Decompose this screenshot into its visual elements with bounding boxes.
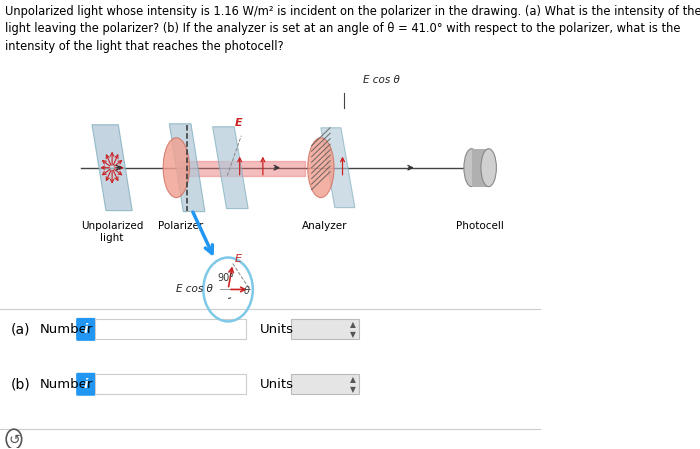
Polygon shape xyxy=(92,125,132,211)
FancyBboxPatch shape xyxy=(290,374,359,394)
Text: Analyzer: Analyzer xyxy=(302,220,347,231)
Text: Units: Units xyxy=(260,323,294,336)
Text: E cos θ: E cos θ xyxy=(176,285,212,295)
Text: ▲: ▲ xyxy=(351,375,356,384)
Text: E cos θ: E cos θ xyxy=(363,75,400,85)
Text: Number: Number xyxy=(40,323,94,336)
FancyBboxPatch shape xyxy=(95,374,246,394)
Text: Units: Units xyxy=(260,378,294,391)
Text: ▼: ▼ xyxy=(351,385,356,394)
Text: (a): (a) xyxy=(10,322,30,336)
Text: ↺: ↺ xyxy=(8,433,20,447)
Text: Polarizer: Polarizer xyxy=(158,220,204,231)
Text: E: E xyxy=(235,118,243,128)
Text: ▼: ▼ xyxy=(351,330,356,339)
FancyBboxPatch shape xyxy=(95,319,246,339)
Text: θ: θ xyxy=(244,286,250,296)
Text: 90°: 90° xyxy=(217,273,234,283)
Text: (b): (b) xyxy=(10,377,31,391)
Text: Number: Number xyxy=(40,378,94,391)
Text: ▲: ▲ xyxy=(351,320,356,329)
FancyBboxPatch shape xyxy=(290,319,359,339)
Polygon shape xyxy=(472,149,489,187)
Text: Photocell: Photocell xyxy=(456,220,504,231)
Ellipse shape xyxy=(163,138,190,198)
Ellipse shape xyxy=(481,149,496,187)
FancyBboxPatch shape xyxy=(76,318,95,341)
Text: Unpolarized
light: Unpolarized light xyxy=(81,220,144,243)
Ellipse shape xyxy=(308,138,334,198)
Polygon shape xyxy=(213,127,248,209)
Text: E: E xyxy=(234,254,241,264)
Text: Unpolarized light whose intensity is 1.16 W/m² is incident on the polarizer in t: Unpolarized light whose intensity is 1.1… xyxy=(5,5,700,53)
Polygon shape xyxy=(321,128,355,207)
Ellipse shape xyxy=(464,149,480,187)
FancyBboxPatch shape xyxy=(76,373,95,396)
Text: i: i xyxy=(84,378,88,391)
Polygon shape xyxy=(169,124,205,211)
Text: i: i xyxy=(84,323,88,336)
